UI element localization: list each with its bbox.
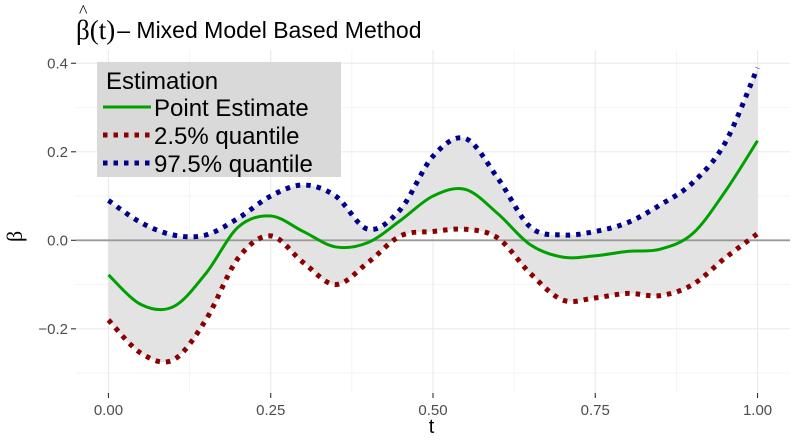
y-tick-label: 0.2 [47,144,68,161]
x-axis-label: t [428,416,435,438]
series-line-1 [106,226,760,365]
title-hat: ^ [79,1,88,21]
series-layer [106,66,760,365]
legend-title: Estimation [106,68,218,95]
legend-label-2: 97.5% quantile [154,151,313,178]
x-tick-label: 0.25 [256,402,285,419]
title-argument: (t) [89,15,116,45]
series-line-2 [107,66,760,240]
chart-title: ^ β(t) – Mixed Model Based Method [76,1,422,46]
y-tick-label: −0.2 [38,321,68,338]
y-axis-hat: ^ [0,232,8,240]
legend-label-0: Point Estimate [154,95,309,122]
x-tick-label: 0.00 [94,402,123,419]
y-tick-label: 0.4 [47,55,68,72]
series-line-0 [107,139,759,312]
title-beta-symbol: ^ β(t) [76,1,116,45]
legend-box [97,62,341,177]
legend-label-1: 2.5% quantile [154,123,299,150]
x-tick-label: 0.75 [581,402,610,419]
title-text: – Mixed Model Based Method [117,17,422,43]
y-axis-label: ^β [0,218,32,258]
y-tick-label: 0.0 [47,232,68,249]
ribbon-layer [108,67,758,363]
axis-layer: 0.00 0.25 0.50 0.75 1.00 −0.2 0.0 0.2 0.4 [38,55,772,419]
confidence-ribbon [108,67,758,363]
x-tick-label: 0.50 [418,402,447,419]
x-tick-label: 1.00 [743,402,772,419]
